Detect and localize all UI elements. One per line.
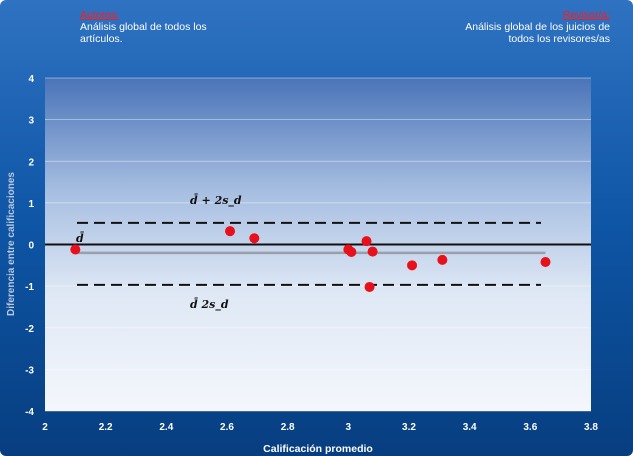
data-point-6 (361, 236, 372, 247)
data-point-2 (225, 226, 236, 237)
x-tick-2.6: 2.6 (220, 422, 234, 433)
data-point-10 (437, 254, 448, 265)
data-point-7 (364, 281, 375, 292)
y-tick-4: 4 (28, 74, 34, 85)
reviewer-note-line-1: Análisis global de los juicios de (465, 21, 610, 33)
y-tick--2: -2 (25, 324, 34, 335)
x-tick-2.2: 2.2 (99, 422, 113, 433)
x-tick-labels: 2 2.2 2.4 2.6 2.8 3 3.2 3.4 3.6 3.8 (42, 422, 598, 433)
x-tick-2: 2 (42, 422, 48, 433)
x-tick-3.2: 3.2 (402, 422, 416, 433)
x-axis-label: Calificación promedio (263, 443, 373, 455)
data-point-3 (249, 233, 260, 244)
reviewer-note: Revisor/a: Análisis global de los juicio… (410, 9, 610, 45)
mean-line-label: d̄ (76, 231, 85, 245)
data-points (70, 226, 551, 292)
y-tick-0: 0 (28, 241, 34, 252)
data-point-8 (367, 246, 378, 257)
x-tick-3.6: 3.6 (523, 422, 537, 433)
x-tick-3: 3 (346, 422, 352, 433)
authors-note: Autores: Análisis global de todos los ar… (80, 9, 240, 45)
reviewer-note-title: Revisor/a: (562, 9, 610, 21)
x-tick-3.8: 3.8 (584, 422, 598, 433)
lower-limit-label: d̄ 2s_d (190, 297, 229, 312)
y-tick--4: -4 (25, 407, 34, 418)
x-tick-3.4: 3.4 (463, 422, 477, 433)
y-tick-2: 2 (28, 157, 34, 168)
x-tick-2.8: 2.8 (281, 422, 295, 433)
y-tick-3: 3 (28, 116, 34, 127)
data-point-1 (70, 244, 81, 255)
reference-lines (45, 221, 591, 286)
authors-note-title: Autores: (80, 9, 120, 21)
authors-note-line-2: artículos. (80, 33, 123, 45)
y-tick-1: 1 (28, 199, 34, 210)
y-axis-label: Diferencia entre calificaciones (6, 172, 17, 316)
y-tick--3: -3 (25, 365, 34, 376)
x-tick-2.4: 2.4 (159, 422, 173, 433)
y-tick-labels: -4 -3 -2 -1 0 1 2 3 4 (25, 74, 34, 418)
data-point-9 (407, 260, 418, 271)
gridlines (45, 77, 591, 412)
y-tick--1: -1 (25, 282, 34, 293)
upper-limit-label: d̄ + 2s_d (190, 193, 242, 208)
data-point-5 (346, 246, 357, 257)
data-point-11 (540, 256, 551, 267)
reviewer-note-line-2: todos los revisores/as (508, 33, 610, 45)
authors-note-line-1: Análisis global de todos los (80, 21, 207, 33)
